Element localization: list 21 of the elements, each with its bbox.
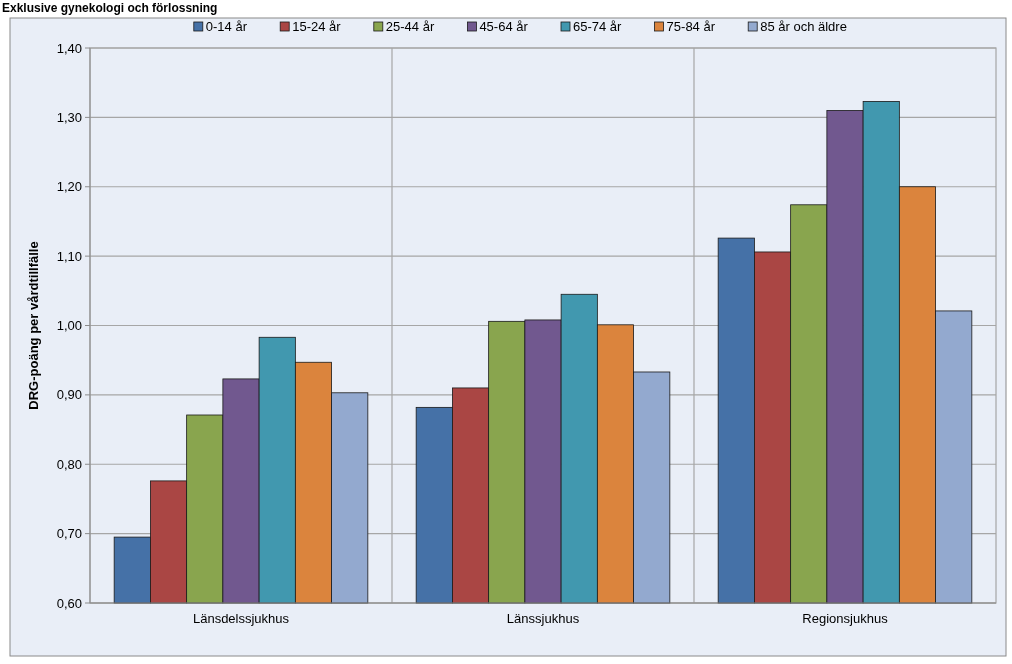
y-tick-label: 1,40: [56, 40, 82, 56]
y-tick-label: 1,20: [56, 179, 82, 195]
chart-title: Exklusive gynekologi och förlossning: [2, 1, 218, 15]
y-tick-label: 0,80: [56, 456, 82, 472]
x-tick-label: Regionsjukhus: [802, 611, 889, 626]
legend-label: 25-44 år: [385, 19, 435, 34]
legend-label: 75-84 år: [666, 19, 716, 34]
x-tick-label: Länssjukhus: [506, 611, 580, 626]
y-tick-label: 1,30: [56, 109, 82, 125]
legend-label: 15-24 år: [292, 19, 342, 34]
legend-label: 45-64 år: [479, 19, 529, 34]
legend-label: 0-14 år: [205, 19, 248, 34]
y-tick-label: 1,10: [56, 248, 82, 264]
x-tick-label: Länsdelssjukhus: [192, 611, 290, 626]
legend-label: 85 år och äldre: [760, 19, 847, 34]
y-tick-label: 0,60: [56, 595, 82, 611]
y-tick-label: 0,70: [56, 526, 82, 542]
y-axis-title: DRG-poäng per vårdtillfälle: [26, 241, 41, 410]
y-tick-label: 1,00: [56, 318, 82, 334]
legend-label: 65-74 år: [573, 19, 623, 34]
y-tick-label: 0,90: [56, 387, 82, 403]
